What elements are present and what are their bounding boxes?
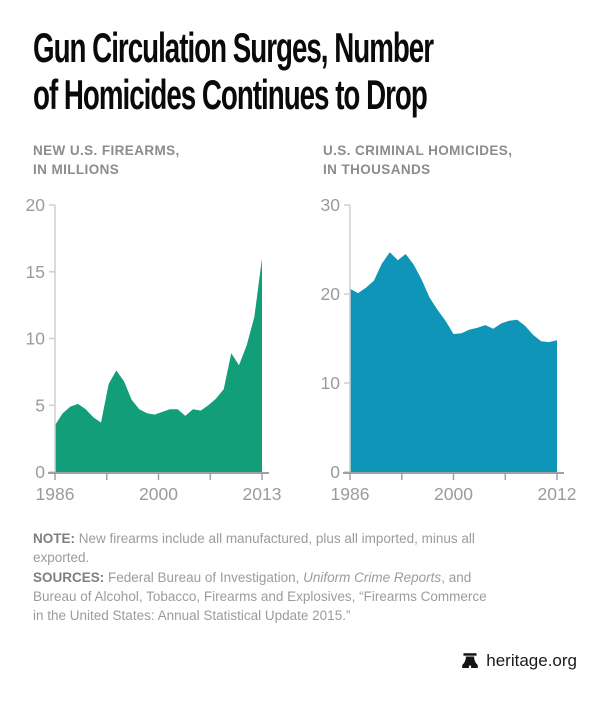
sources-text-italic: Uniform Crime Reports bbox=[303, 569, 442, 585]
y-tick-label: 0 bbox=[330, 462, 340, 482]
chart-title-homicides: U.S. CRIMINAL HOMICIDES, IN THOUSANDS bbox=[323, 141, 512, 179]
brand-footer: heritage.org bbox=[461, 651, 577, 671]
brand-text: heritage.org bbox=[486, 651, 577, 670]
page-title-line2: of Homicides Continues to Drop bbox=[33, 71, 428, 118]
chart-title-homicides-line1: U.S. CRIMINAL HOMICIDES, bbox=[323, 143, 513, 158]
page-title-line1: Gun Circulation Surges, Number bbox=[33, 24, 434, 71]
y-tick-label: 10 bbox=[321, 373, 341, 393]
y-tick-label: 0 bbox=[35, 462, 45, 482]
y-tick-label: 10 bbox=[26, 329, 46, 349]
us-criminal-homicides-area-series bbox=[350, 252, 557, 472]
note-label: NOTE: bbox=[33, 531, 75, 546]
y-tick-label: 20 bbox=[321, 284, 341, 304]
firearms-area-chart: 0 5 10 15 20 1986 2000 2013 bbox=[26, 195, 282, 504]
sources-paragraph: SOURCES: Federal Bureau of Investigation… bbox=[33, 568, 499, 626]
y-tick-label: 20 bbox=[26, 195, 46, 215]
sources-text-pre: Federal Bureau of Investigation, bbox=[108, 569, 304, 585]
sources-label: SOURCES: bbox=[33, 569, 105, 585]
chart-title-homicides-line2: IN THOUSANDS bbox=[323, 162, 431, 177]
x-tick-label: 2000 bbox=[139, 484, 178, 504]
chart-title-firearms-line2: IN MILLIONS bbox=[33, 162, 120, 177]
y-tick-label: 5 bbox=[35, 395, 45, 415]
x-tick-label: 2013 bbox=[243, 484, 282, 504]
note-paragraph: NOTE: New firearms include all manufactu… bbox=[33, 529, 499, 568]
x-tick-label: 2012 bbox=[538, 484, 577, 504]
sources-text-post: , and Bureau of Alcohol, Tobacco, Firear… bbox=[33, 569, 487, 624]
y-tick-label: 30 bbox=[321, 195, 341, 215]
x-tick-label: 1986 bbox=[331, 484, 370, 504]
note-text: New firearms include all manufactured, p… bbox=[33, 531, 475, 566]
x-tick-label: 2000 bbox=[434, 484, 473, 504]
page-title: Gun Circulation Surges, Number of Homici… bbox=[33, 24, 434, 118]
notes-block: NOTE: New firearms include all manufactu… bbox=[33, 529, 499, 625]
new-us-firearms-area-series bbox=[55, 258, 262, 472]
chart-title-firearms: NEW U.S. FIREARMS, IN MILLIONS bbox=[33, 141, 180, 179]
homicides-area-chart: 0 10 20 30 1986 2000 2012 bbox=[321, 195, 577, 504]
liberty-bell-icon bbox=[461, 653, 479, 669]
x-tick-label: 1986 bbox=[36, 484, 75, 504]
y-tick-label: 15 bbox=[26, 262, 45, 282]
chart-title-firearms-line1: NEW U.S. FIREARMS, bbox=[33, 143, 180, 158]
